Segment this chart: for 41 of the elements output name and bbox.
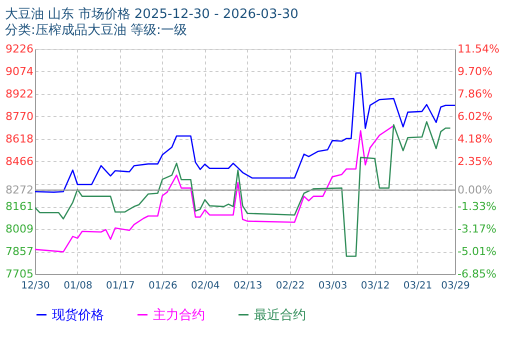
line-series (35, 72, 455, 193)
x-tick-label: 02/04 (190, 280, 220, 292)
line-series (35, 125, 394, 252)
y2-tick-label: 7.86% (458, 88, 492, 101)
y2-tick-label: 11.54% (458, 42, 500, 56)
y-tick-label: 7857 (6, 245, 34, 258)
y2-tick-label: -5.01% (458, 244, 496, 258)
x-tick-label: 02/13 (233, 280, 262, 292)
y2-tick-label: 0.00% (458, 184, 492, 197)
y-tick-label: 8922 (6, 87, 34, 100)
x-tick-label: 01/26 (148, 280, 178, 292)
x-tick-label: 01/08 (64, 280, 92, 292)
y2-tick-label: 6.02% (458, 110, 492, 124)
legend-label: 现货价格 (52, 308, 104, 323)
y-tick-label: 8466 (6, 154, 34, 168)
y-tick-label: 8161 (6, 200, 34, 214)
x-tick-label: 03/29 (441, 280, 470, 292)
line-series (35, 121, 451, 257)
y-tick-label: 8618 (6, 132, 34, 146)
x-tick-label: 12/30 (21, 280, 50, 292)
y-tick-label: 8272 (6, 184, 34, 197)
legend-label: 主力合约 (153, 306, 205, 323)
y-tick-label: 7705 (6, 268, 34, 280)
y2-tick-label: -1.33% (458, 200, 496, 213)
x-tick-label: 02/22 (276, 280, 305, 292)
y2-tick-label: -3.17% (458, 222, 496, 236)
x-tick-label: 03/03 (318, 280, 348, 292)
y2-tick-label: 2.35% (458, 154, 492, 168)
y2-tick-label: 4.18% (458, 132, 492, 146)
y2-tick-label: 9.70% (458, 65, 492, 78)
x-tick-label: 03/21 (403, 280, 432, 292)
x-tick-label: 03/12 (360, 280, 390, 292)
chart-subtitle: 分类:压榨成品大豆油 等级:一级 (5, 23, 187, 38)
y-tick-label: 8770 (6, 110, 34, 123)
chart-title: 大豆油 山东 市场价格 2025-12-30 - 2026-03-30 (5, 7, 298, 22)
y-tick-label: 8009 (6, 222, 34, 236)
y2-tick-label: -6.85% (458, 268, 496, 280)
x-tick-label: 01/17 (106, 280, 135, 292)
y-tick-label: 9074 (6, 64, 34, 78)
y-tick-label: 9226 (6, 42, 34, 56)
legend-label: 最近合约 (254, 308, 306, 323)
